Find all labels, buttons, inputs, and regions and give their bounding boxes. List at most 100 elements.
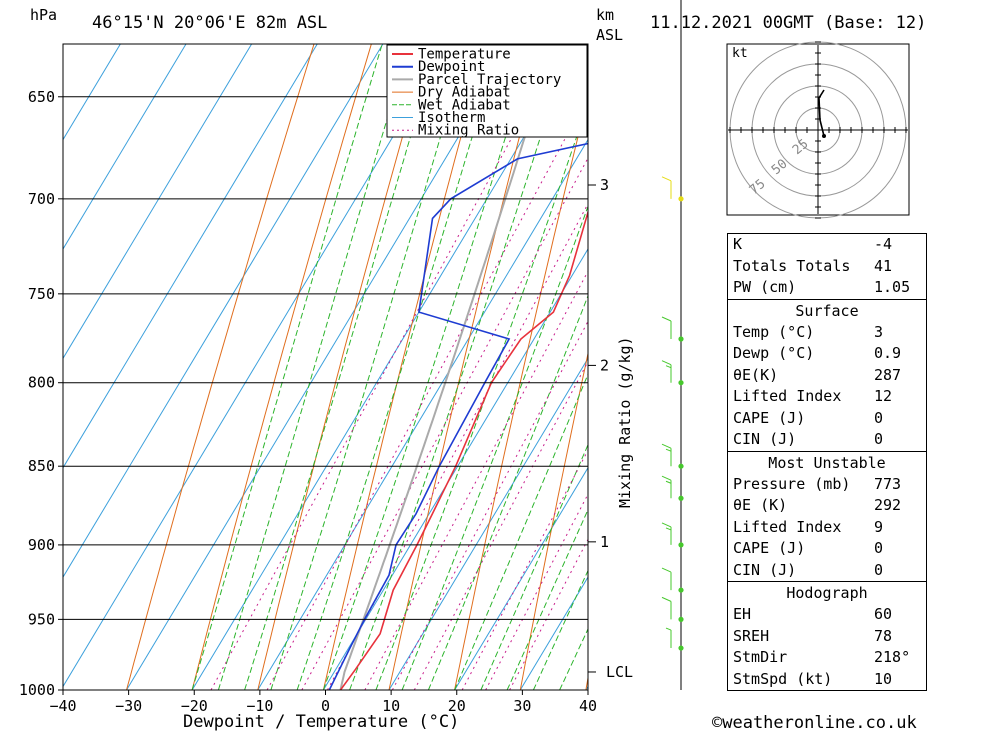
indices-most-unstable-box: Most Unstable Pressure (mb) 773 θE (K) 292 L… [727, 450, 927, 582]
mixing-ratio-axis-label: Mixing Ratio (g/kg) [616, 336, 634, 508]
legend-entry: Dewpoint [418, 59, 485, 75]
isotherm-line [322, 248, 588, 690]
mixing-ratio-line [461, 449, 588, 690]
wind-barb-dot [678, 463, 684, 469]
isotherm-line [63, 44, 384, 579]
wind-barb-dot [678, 380, 684, 386]
wet-adiabat-line [480, 443, 588, 690]
location-label: 46°15'N 20°06'E 82m ASL [92, 13, 327, 33]
index-value: 773 [874, 474, 902, 493]
wind-barb-dot [678, 616, 684, 622]
index-value: 12 [874, 387, 893, 405]
index-name: EH [733, 605, 752, 623]
isotherm-line [63, 44, 318, 469]
index-value: -4 [874, 235, 893, 253]
index-name: Pressure (mb) [733, 474, 851, 493]
index-row: Pressure (mb) 773 [728, 474, 926, 496]
wind-barb-dot [678, 542, 684, 548]
index-value: 9 [874, 517, 884, 536]
wind-barb-column [661, 0, 684, 690]
pressure-tick-label: 650 [28, 88, 55, 106]
index-value: 0 [874, 408, 884, 427]
legend-entry: Parcel Trajectory [418, 72, 561, 88]
mixing-ratio-line [509, 538, 588, 690]
index-value: 287 [874, 365, 902, 384]
datetime-label: 11.12.2021 00GMT (Base: 12) [650, 13, 926, 33]
temperature-tick-label: 10 [382, 697, 400, 715]
index-name: SREH [733, 626, 770, 645]
height-tick-label: 2 [600, 356, 609, 374]
x-axis-label: Dewpoint / Temperature (°C) [183, 712, 459, 732]
wind-barb [661, 567, 672, 591]
mixing-ratio-line [485, 493, 588, 690]
dry-adiabat-line [191, 44, 372, 690]
wind-barb-dot [678, 645, 684, 651]
height-tick-label: 1 [600, 533, 609, 551]
index-row: Dewp (°C) 0.9 [728, 343, 926, 365]
index-name: θE (K) [733, 496, 788, 514]
hodograph-trace [818, 89, 825, 137]
indices-surface-box: Surface Temp (°C) 3 Dewp (°C) 0.9 θE(K) 287 Li… [727, 298, 927, 451]
wet-adiabat-line [401, 204, 588, 690]
dewpoint-profile-line [328, 142, 588, 690]
legend-entry: Dry Adiabat [418, 85, 511, 101]
temperature-tick-label: 20 [448, 697, 466, 715]
index-name: Lifted Index [733, 517, 842, 536]
height-tick-label: 3 [600, 176, 609, 194]
index-value: 41 [874, 256, 893, 275]
dry-adiabat-line [126, 44, 315, 690]
isotherm-line [63, 44, 450, 688]
indices-basic-box: K -4 Totals Totals 41 PW (cm) 1.05 [727, 233, 927, 299]
wind-barb-dot [678, 336, 684, 342]
index-value: 292 [874, 496, 902, 514]
index-row: θE (K) 292 [728, 495, 926, 517]
index-name: StmSpd (kt) [733, 669, 833, 688]
wind-barb-dot [678, 587, 684, 593]
wind-barb-dot [678, 495, 684, 501]
index-value: 218° [874, 648, 911, 666]
index-name: PW (cm) [733, 278, 797, 296]
index-row: EH 60 [728, 604, 926, 626]
legend-entry: Mixing Ratio [418, 123, 519, 139]
temperature-tick-label: 30 [513, 697, 531, 715]
index-name: StmDir [733, 648, 788, 666]
wind-barb-dot [678, 196, 684, 202]
height-unit-asl-label: ASL [596, 26, 623, 44]
wet-adiabat-line [506, 508, 588, 690]
lcl-label: LCL [606, 663, 633, 681]
wet-adiabat-line [454, 373, 588, 690]
index-value: 78 [874, 626, 893, 645]
temperature-profile-line [339, 209, 588, 690]
index-row: SREH 78 [728, 626, 926, 648]
wind-barb [661, 176, 672, 199]
index-value: 60 [874, 605, 893, 623]
hodograph-unit-label: kt [732, 46, 748, 61]
index-row: K -4 [728, 234, 926, 256]
wind-barb [661, 360, 672, 383]
index-name: CIN (J) [733, 430, 797, 448]
index-name: Totals Totals [733, 256, 851, 275]
index-value: 3 [874, 322, 884, 341]
dry-adiabat-line [454, 93, 588, 690]
pressure-unit-label: hPa [30, 6, 57, 24]
index-row: CIN (J) 0 [728, 560, 926, 582]
index-name: CIN (J) [733, 560, 797, 579]
index-name: CAPE (J) [733, 539, 806, 557]
index-value: 1.05 [874, 278, 911, 296]
index-row: CAPE (J) 0 [728, 408, 926, 430]
mixing-ratio-line [301, 156, 588, 690]
wet-adiabat-line [427, 294, 588, 690]
index-name: CAPE (J) [733, 408, 806, 427]
temperature-tick-label: 0 [321, 697, 330, 715]
isotherm-line [126, 44, 515, 690]
mixing-ratio-line [413, 360, 588, 690]
legend-entry: Isotherm [418, 110, 485, 126]
isotherm-line [388, 357, 588, 690]
index-value: 0 [874, 560, 884, 579]
wind-barb [661, 316, 672, 339]
index-name: Lifted Index [733, 387, 842, 405]
wind-barb [661, 596, 672, 620]
height-unit-label: km [596, 6, 614, 24]
height-tick-label: 4 [600, 0, 609, 2]
